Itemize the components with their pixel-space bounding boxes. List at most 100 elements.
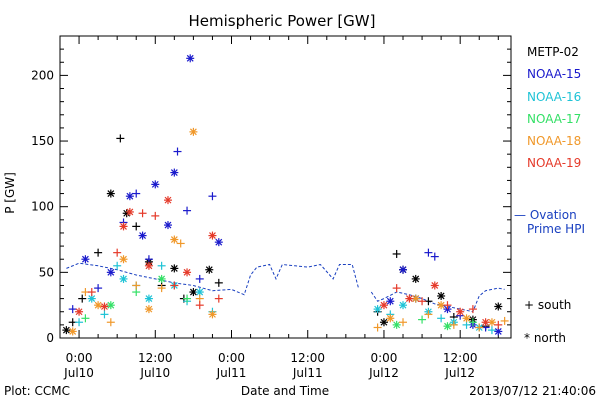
- x-tick-time-label: 0:00: [370, 351, 397, 365]
- data-point-noaa-16: [113, 261, 122, 270]
- data-point-noaa-19: [151, 211, 160, 220]
- data-point-metp-02: [170, 264, 179, 273]
- data-point-noaa-19: [195, 301, 204, 310]
- x-tick-date-label: Jul11: [292, 366, 323, 380]
- ovation-model-line: [370, 287, 505, 313]
- x-tick-date-label: Jul10: [63, 366, 94, 380]
- legend-noaa-19: NOAA-19: [527, 156, 581, 170]
- data-point-noaa-16: [157, 261, 166, 270]
- data-point-noaa-19: [494, 320, 503, 329]
- y-axis: 0 50 100 150 200: [31, 48, 511, 345]
- data-point-noaa-15: [424, 248, 433, 257]
- data-point-noaa-19: [183, 268, 192, 277]
- data-point-noaa-19: [144, 261, 153, 270]
- x-tick-date-label: Jul10: [139, 366, 170, 380]
- data-point-noaa-18: [119, 255, 128, 264]
- data-point-noaa-16: [399, 301, 408, 310]
- data-point-noaa-18: [500, 316, 509, 325]
- data-point-noaa-19: [163, 196, 172, 205]
- data-point-metp-02: [214, 278, 223, 287]
- data-point-metp-02: [205, 265, 214, 274]
- x-tick-time-label: 0:00: [66, 351, 93, 365]
- data-point-metp-02: [116, 134, 125, 143]
- data-point-noaa-15: [151, 180, 160, 189]
- ovation-model-series: [66, 262, 505, 313]
- data-point-noaa-19: [468, 305, 477, 314]
- data-point-noaa-15: [208, 192, 217, 201]
- legend-noaa-18: NOAA-18: [527, 134, 581, 148]
- legend-ovation-line1: — Ovation: [514, 208, 577, 222]
- data-point-noaa-19: [379, 301, 388, 310]
- data-point-noaa-19: [138, 209, 147, 218]
- y-tick-label: 100: [31, 200, 54, 214]
- legend-noaa-17: NOAA-17: [527, 112, 581, 126]
- data-point-noaa-16: [75, 318, 84, 327]
- data-point-noaa-15: [173, 147, 182, 156]
- legend-north: * north: [524, 331, 566, 345]
- data-point-noaa-19: [125, 207, 134, 216]
- data-point-noaa-19: [456, 307, 465, 316]
- data-point-noaa-17: [392, 320, 401, 329]
- data-point-noaa-18: [176, 239, 185, 248]
- data-point-noaa-15: [132, 189, 141, 198]
- data-point-noaa-18: [386, 314, 395, 323]
- data-point-noaa-15: [430, 252, 439, 261]
- data-point-noaa-17: [157, 274, 166, 283]
- data-point-metp-02: [392, 249, 401, 258]
- data-point-metp-02: [379, 318, 388, 327]
- data-point-noaa-16: [373, 305, 382, 314]
- satellite-points: [62, 54, 509, 336]
- data-point-noaa-18: [157, 284, 166, 293]
- data-point-metp-02: [437, 291, 446, 300]
- chart-title: Hemispheric Power [GW]: [189, 12, 376, 30]
- data-point-noaa-18: [106, 318, 115, 327]
- data-point-noaa-16: [100, 310, 109, 319]
- data-point-noaa-19: [100, 302, 109, 311]
- data-point-metp-02: [62, 326, 71, 335]
- x-tick-time-label: 12:00: [443, 351, 478, 365]
- y-tick-label: 200: [31, 68, 54, 82]
- data-point-noaa-15: [68, 305, 77, 314]
- data-point-noaa-18: [94, 301, 103, 310]
- footer-x-axis-label: Date and Time: [241, 384, 329, 398]
- data-point-noaa-18: [373, 323, 382, 332]
- data-point-noaa-16: [487, 326, 496, 335]
- legend-ovation-line2: Prime HPI: [527, 222, 585, 236]
- data-point-noaa-18: [462, 314, 471, 323]
- data-point-noaa-15: [106, 268, 115, 277]
- x-tick-date-label: Jul12: [368, 366, 399, 380]
- ovation-model-line: [66, 262, 359, 296]
- y-tick-label: 50: [39, 265, 54, 279]
- data-point-noaa-19: [405, 294, 414, 303]
- data-point-noaa-18: [399, 318, 408, 327]
- data-point-noaa-19: [443, 301, 452, 310]
- data-point-noaa-15: [399, 265, 408, 274]
- data-point-noaa-15: [183, 206, 192, 215]
- data-point-noaa-19: [214, 294, 223, 303]
- data-point-noaa-17: [183, 294, 192, 303]
- data-point-noaa-19: [113, 248, 122, 257]
- data-point-metp-02: [132, 222, 141, 231]
- data-point-noaa-17: [418, 315, 427, 324]
- data-point-noaa-18: [208, 310, 217, 319]
- data-point-noaa-16: [144, 294, 153, 303]
- data-point-noaa-19: [481, 318, 490, 327]
- plot-frame: [59, 35, 512, 339]
- data-point-metp-02: [494, 302, 503, 311]
- data-point-noaa-18: [449, 320, 458, 329]
- x-tick-date-label: Jul12: [444, 366, 475, 380]
- data-point-noaa-15: [163, 221, 172, 230]
- data-point-metp-02: [78, 294, 87, 303]
- data-point-noaa-17: [443, 322, 452, 331]
- data-point-noaa-16: [119, 274, 128, 283]
- data-point-metp-02: [94, 248, 103, 257]
- data-point-noaa-15: [386, 297, 395, 306]
- data-point-noaa-19: [392, 284, 401, 293]
- data-point-noaa-15: [138, 231, 147, 240]
- data-point-noaa-19: [430, 281, 439, 290]
- data-point-noaa-18: [189, 127, 198, 136]
- data-point-noaa-15: [94, 284, 103, 293]
- data-point-noaa-18: [68, 327, 77, 336]
- data-point-noaa-19: [87, 288, 96, 297]
